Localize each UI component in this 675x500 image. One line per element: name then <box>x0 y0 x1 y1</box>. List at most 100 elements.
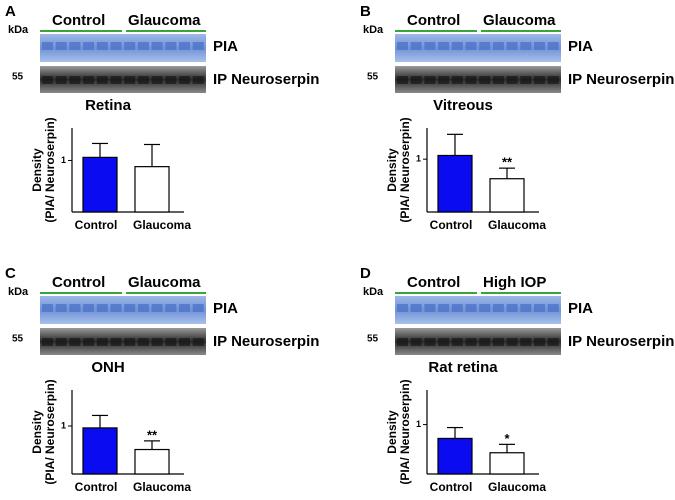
pia-band <box>192 42 204 50</box>
ip-blot <box>40 328 206 355</box>
ip-band <box>520 76 532 84</box>
chart-title: Rat retina <box>428 359 498 376</box>
pia-band <box>506 304 518 312</box>
pia-band <box>165 42 177 50</box>
pia-band <box>124 42 136 50</box>
y-axis-label: (PIA/ Neuroserpin) <box>398 379 412 484</box>
ip-band <box>55 338 67 346</box>
x-tick-label: Control <box>430 218 473 232</box>
group-label: Glaucoma <box>128 274 201 291</box>
pia-band <box>96 42 108 50</box>
chart-title: Retina <box>85 97 132 114</box>
x-tick-label: Glaucoma <box>488 480 546 494</box>
pia-band <box>96 304 108 312</box>
panel-letter: A <box>5 3 16 20</box>
ip-band <box>69 338 81 346</box>
ip-band <box>83 76 95 84</box>
pia-band <box>69 304 81 312</box>
x-tick-label: Control <box>75 480 118 494</box>
pia-band <box>137 42 149 50</box>
pia-band <box>547 42 559 50</box>
ip-band <box>151 338 163 346</box>
ip-band <box>192 338 204 346</box>
ip-band <box>492 76 504 84</box>
ip-band <box>424 338 436 346</box>
ip-band <box>465 76 477 84</box>
ip-blot <box>395 328 561 355</box>
ip-band <box>137 338 149 346</box>
pia-band <box>110 304 122 312</box>
pia-band <box>520 304 532 312</box>
ip-band <box>534 76 545 84</box>
pia-band <box>492 304 504 312</box>
x-tick-label: Glaucoma <box>488 218 546 232</box>
pia-band <box>124 304 136 312</box>
pia-band <box>465 42 477 50</box>
ip-band <box>96 338 108 346</box>
group-label: Control <box>407 12 460 29</box>
pia-band <box>55 42 67 50</box>
x-tick-label: Glaucoma <box>133 218 191 232</box>
blot-label: IP Neuroserpin <box>568 71 674 88</box>
ip-band <box>438 76 450 84</box>
ip-band <box>96 76 108 84</box>
ip-band <box>179 76 190 84</box>
blot-label: IP Neuroserpin <box>213 71 319 88</box>
pia-band <box>397 42 408 50</box>
y-axis-label: Density <box>30 410 44 454</box>
significance-label: * <box>504 431 510 446</box>
ip-band <box>165 338 177 346</box>
kda-label: kDa <box>363 24 384 36</box>
group-label: Glaucoma <box>128 12 201 29</box>
ip-band <box>192 76 204 84</box>
ip-band <box>410 338 422 346</box>
pia-band <box>424 42 436 50</box>
pia-band <box>547 304 559 312</box>
ip-band <box>42 338 53 346</box>
pia-band <box>479 304 491 312</box>
pia-band <box>534 304 545 312</box>
pia-band <box>151 42 163 50</box>
pia-band <box>55 304 67 312</box>
blot-label: PIA <box>568 38 593 55</box>
panel-letter: D <box>360 265 371 282</box>
ip-band <box>110 76 122 84</box>
marker-label: 55 <box>12 334 24 345</box>
ip-band <box>55 76 67 84</box>
pia-band <box>479 42 491 50</box>
ip-band <box>479 76 491 84</box>
y-axis-label: Density <box>30 148 44 192</box>
bar <box>134 166 170 213</box>
ip-band <box>137 76 149 84</box>
group-label: High IOP <box>483 274 546 291</box>
ip-band <box>547 338 559 346</box>
pia-band <box>69 42 81 50</box>
ip-band <box>410 76 422 84</box>
x-tick-label: Control <box>75 218 118 232</box>
bar <box>82 156 118 213</box>
chart-title: ONH <box>91 359 124 376</box>
bar <box>437 437 473 475</box>
y-tick-label: 1 <box>416 154 421 164</box>
pia-band <box>424 304 436 312</box>
ip-band <box>492 338 504 346</box>
pia-band <box>110 42 122 50</box>
pia-band <box>451 42 463 50</box>
ip-band <box>397 76 408 84</box>
pia-band <box>165 304 177 312</box>
pia-band <box>534 42 545 50</box>
ip-band <box>83 338 95 346</box>
y-axis-label: (PIA/ Neuroserpin) <box>398 117 412 222</box>
ip-band <box>124 338 136 346</box>
bar <box>489 178 525 213</box>
pia-band <box>83 304 95 312</box>
pia-band <box>451 304 463 312</box>
pia-band <box>465 304 477 312</box>
y-axis-label: (PIA/ Neuroserpin) <box>43 379 57 484</box>
y-axis-label: Density <box>385 148 399 192</box>
pia-band <box>42 304 53 312</box>
blot-label: IP Neuroserpin <box>568 333 674 350</box>
